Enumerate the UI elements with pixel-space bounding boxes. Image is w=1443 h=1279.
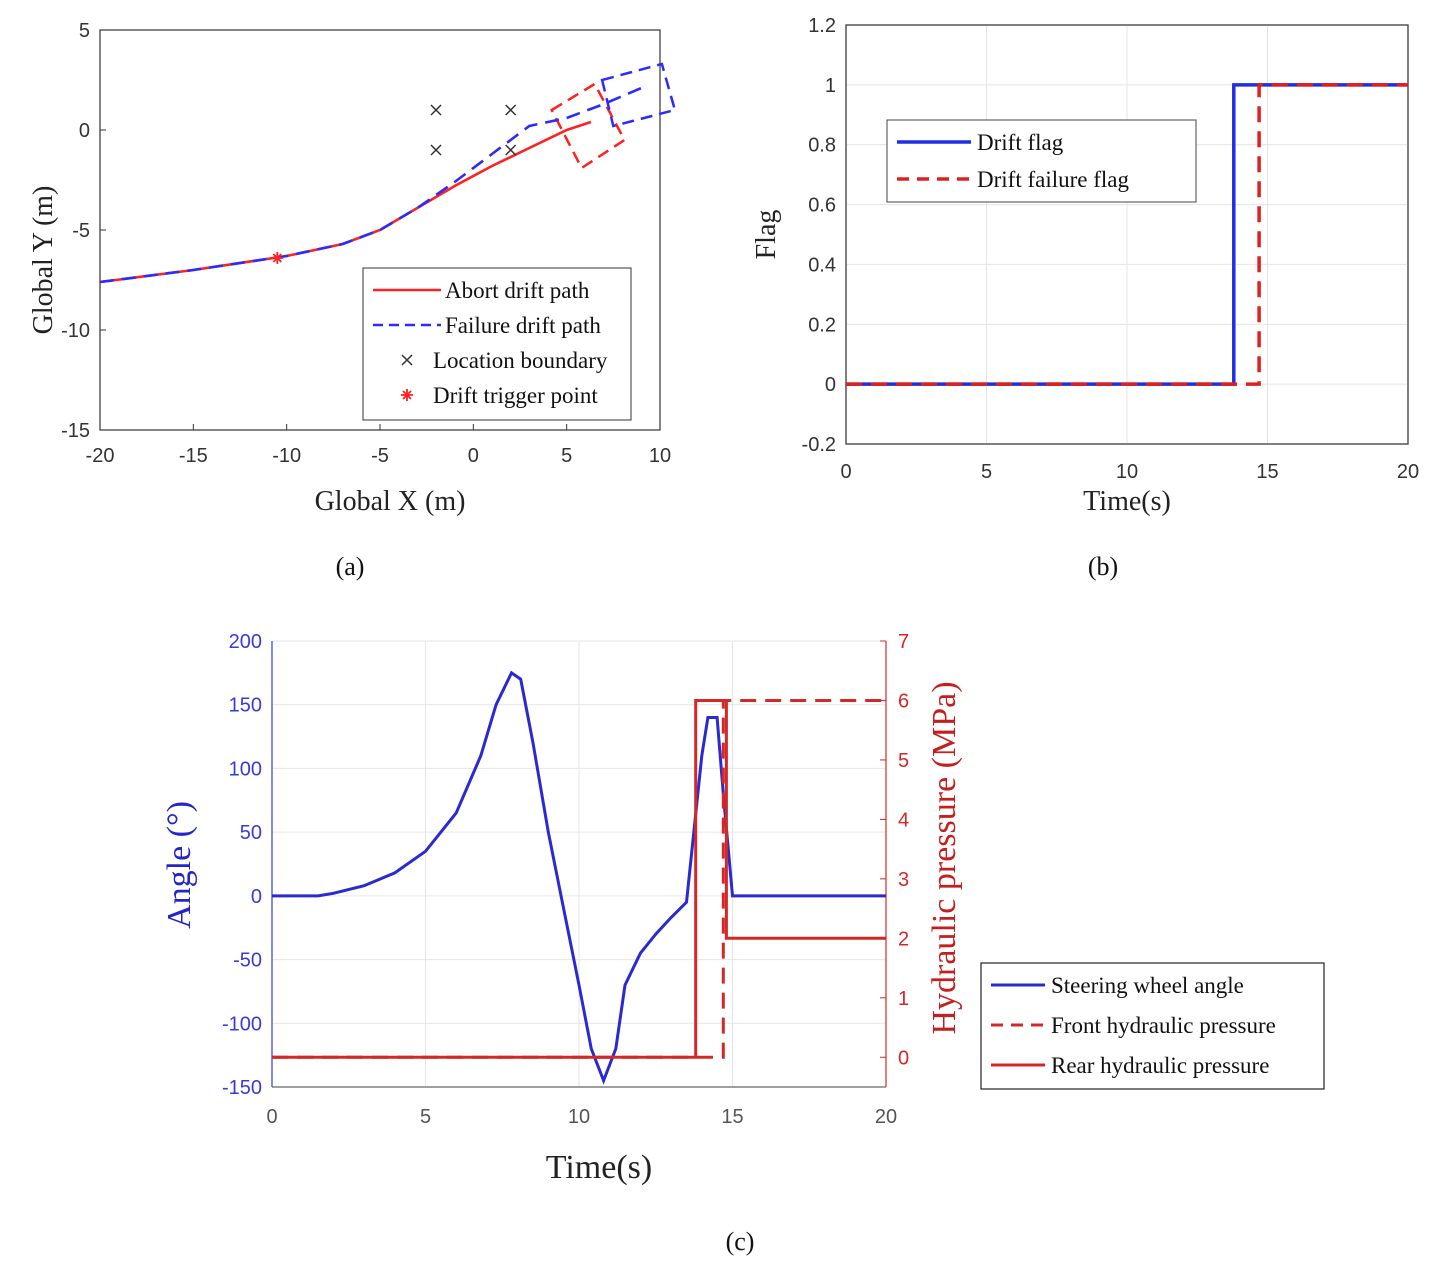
y-tick-label: 0 — [825, 374, 836, 396]
x-tick-label: 5 — [981, 461, 992, 483]
boundary-marker — [505, 104, 517, 116]
y2-tick-label: 7 — [898, 631, 909, 653]
boundary-marker — [430, 104, 442, 116]
series-failure-drift-path — [99, 86, 642, 284]
y-tick-label: 1 — [825, 75, 836, 97]
y-tick-label: 0.4 — [808, 254, 836, 276]
x-tick-label: 5 — [561, 445, 572, 467]
y-tick-label: 0.2 — [808, 314, 836, 336]
y-tick-label: 5 — [79, 20, 90, 42]
plot-frame-b — [845, 24, 1409, 445]
y-tick-label: -15 — [61, 420, 90, 442]
x-tick-label: 20 — [875, 1106, 897, 1128]
caption-a: (a) — [336, 552, 365, 581]
legend-label: Drift trigger point — [433, 383, 598, 408]
legend-label: Drift flag — [977, 130, 1064, 155]
x-tick-label: 10 — [568, 1106, 590, 1128]
y-tick-label: 0.8 — [808, 135, 836, 157]
x-axis-label: Global X (m) — [315, 486, 466, 517]
legend-swatch — [401, 354, 413, 366]
y-tick-label: 0 — [79, 120, 90, 142]
y2-tick-label: 3 — [898, 869, 909, 891]
caption-b: (b) — [1088, 552, 1118, 581]
legend-swatch — [401, 389, 413, 401]
legend-label: Failure drift path — [445, 313, 601, 338]
y-tick-label: 50 — [240, 822, 262, 844]
y-axis-label: Angle (°) — [161, 801, 198, 929]
legend-label: Drift failure flag — [977, 167, 1129, 192]
x-tick-label: 15 — [1256, 461, 1278, 483]
y2-tick-label: 4 — [898, 809, 909, 831]
x-tick-label: -20 — [86, 445, 115, 467]
y2-tick-label: 1 — [898, 988, 909, 1010]
y-tick-label: -5 — [72, 220, 90, 242]
boundary-marker — [505, 144, 517, 156]
y-axis-label: Flag — [751, 210, 782, 260]
x-tick-label: 0 — [266, 1106, 277, 1128]
y-tick-label: -0.2 — [802, 434, 836, 456]
series-drift-flag — [846, 83, 1408, 386]
trigger-point-marker — [271, 252, 284, 264]
vehicle-box-2 — [600, 62, 677, 128]
legend-label: Steering wheel angle — [1051, 973, 1244, 998]
y-tick-label: 0.6 — [808, 195, 836, 217]
chart-b: 0 5 10 15 20-0.200.20.40.60.811.2Time(s)Flag… — [751, 15, 1419, 517]
x-axis-label: Time(s) — [1083, 486, 1171, 517]
x-axis-label: Time(s) — [546, 1149, 652, 1186]
y2-axis-label: Hydraulic pressure (MPa) — [926, 681, 963, 1034]
y2-tick-label: 0 — [898, 1047, 909, 1069]
series-rear-hydraulic-pressure — [272, 699, 886, 1059]
series-steering-wheel-angle — [272, 670, 886, 1085]
x-tick-label: -10 — [272, 445, 301, 467]
x-tick-label: 10 — [1116, 461, 1138, 483]
series-drift-failure-flag — [846, 83, 1408, 386]
y2-tick-label: 5 — [898, 750, 909, 772]
chart-a: -20 -15 -10 -5 0 5 10 -15 -10 -5 0 5 Global X (m) Glo… — [28, 20, 677, 517]
y-tick-label: -50 — [233, 950, 262, 972]
x-tick-label: 15 — [721, 1106, 743, 1128]
x-tick-label: 20 — [1397, 461, 1419, 483]
y-tick-label: 1.2 — [808, 15, 836, 37]
x-tick-label: -5 — [371, 445, 389, 467]
x-tick-label: 5 — [420, 1106, 431, 1128]
chart-c: 0 5 10 15 20 -150 -100 -50 0 50 100 150 200 0 1 2 3 4 5 6 7 T… — [161, 631, 1325, 1186]
x-tick-label: 0 — [468, 445, 479, 467]
y-tick-label: -10 — [61, 320, 90, 342]
y-tick-label: 100 — [229, 758, 262, 780]
y-tick-label: 150 — [229, 695, 262, 717]
x-tick-label: -15 — [179, 445, 208, 467]
caption-c: (c) — [726, 1227, 755, 1256]
y2-tick-label: 6 — [898, 690, 909, 712]
legend-label: Front hydraulic pressure — [1051, 1013, 1276, 1038]
y-tick-label: 0 — [251, 886, 262, 908]
y-tick-label: -150 — [222, 1077, 262, 1099]
boundary-marker — [430, 144, 442, 156]
legend-label: Location boundary — [433, 348, 608, 373]
legend-label: Abort drift path — [445, 278, 590, 303]
x-tick-label: 10 — [649, 445, 671, 467]
y-tick-label: -100 — [222, 1013, 262, 1035]
y2-tick-label: 2 — [898, 928, 909, 950]
y-axis-label: Global Y (m) — [28, 186, 59, 335]
legend-b — [886, 119, 1197, 203]
legend-label: Rear hydraulic pressure — [1051, 1053, 1269, 1078]
y-tick-label: 200 — [229, 631, 262, 653]
x-tick-label: 0 — [840, 461, 851, 483]
